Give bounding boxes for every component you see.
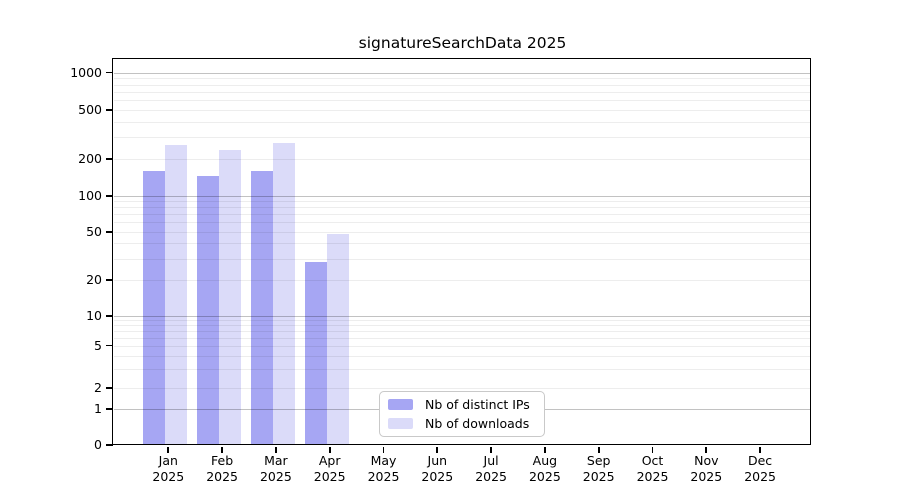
y-tick-label: 2 (94, 380, 102, 395)
y-tick-mark (105, 279, 113, 281)
y-tick-label: 100 (78, 187, 102, 203)
y-tick-label: 5 (94, 337, 102, 353)
x-tick-mark (705, 446, 708, 454)
bar-jan-series2 (165, 144, 188, 445)
y-tick-mark (105, 230, 113, 233)
x-tick-mark (759, 446, 761, 454)
gridline-minor (114, 91, 811, 93)
x-tick-label: Oct 2025 (636, 453, 669, 484)
y-tick-label: 200 (78, 151, 102, 166)
y-tick-mark (105, 408, 113, 410)
y-tick-label: 1000 (70, 64, 102, 80)
bar-apr-series2 (326, 233, 349, 445)
legend-entry-2: Nb of downloads (388, 416, 536, 431)
y-tick-label: 10 (86, 308, 102, 323)
x-tick-label: Jan 2025 (152, 453, 185, 484)
y-tick-label: 50 (86, 223, 102, 239)
x-tick-mark (167, 446, 170, 454)
legend-entry-1: Nb of distinct IPs (388, 397, 536, 412)
x-tick-label: Mar 2025 (259, 453, 292, 484)
y-tick-label: 0 (94, 437, 102, 452)
y-tick-label: 20 (86, 272, 102, 287)
legend-swatch-icon (388, 418, 413, 429)
x-tick-mark (382, 446, 385, 454)
x-tick-mark (651, 446, 654, 454)
y-tick-mark (105, 158, 113, 160)
y-tick-label: 500 (78, 102, 102, 117)
gridline-minor (114, 100, 811, 102)
x-tick-label: Sep 2025 (582, 453, 615, 484)
gridline-minor (114, 121, 811, 123)
bar-apr-series1 (304, 262, 327, 445)
x-tick-label: Jul 2025 (475, 453, 507, 484)
legend-label: Nb of distinct IPs (425, 397, 530, 412)
x-tick-label: Dec 2025 (744, 453, 776, 484)
bar-jan-series1 (143, 170, 166, 445)
legend: Nb of distinct IPs Nb of downloads (379, 391, 545, 437)
x-tick-label: May 2025 (367, 453, 400, 484)
gridline-minor (114, 84, 811, 86)
y-tick-mark (105, 444, 113, 446)
y-tick-mark (105, 315, 113, 317)
x-tick-mark (597, 446, 600, 454)
x-tick-mark (221, 446, 223, 454)
legend-swatch-icon (388, 399, 413, 410)
bar-mar-series2 (272, 142, 295, 445)
x-tick-mark (275, 446, 277, 454)
bar-feb-series2 (219, 150, 242, 445)
x-tick-label: Aug 2025 (528, 453, 561, 484)
y-tick-mark (105, 344, 113, 347)
x-tick-label: Jun 2025 (421, 453, 454, 484)
gridline-major (114, 72, 811, 74)
y-tick-mark (105, 194, 113, 197)
x-tick-label: Nov 2025 (690, 453, 723, 484)
chart-title: signatureSearchData 2025 (358, 34, 567, 52)
y-tick-label: 1 (94, 401, 102, 416)
gridline-minor (114, 110, 811, 111)
gridline-minor (114, 78, 811, 80)
x-tick-mark (328, 446, 331, 454)
bar-feb-series1 (197, 176, 220, 445)
legend-label: Nb of downloads (425, 416, 530, 431)
x-tick-label: Apr 2025 (313, 453, 346, 484)
x-tick-mark (490, 446, 492, 454)
bar-mar-series1 (250, 170, 273, 445)
x-tick-mark (436, 446, 439, 454)
y-tick-mark (105, 387, 113, 389)
x-tick-mark (544, 446, 546, 454)
y-tick-mark (105, 109, 113, 111)
y-tick-mark (105, 71, 113, 74)
x-tick-label: Feb 2025 (206, 453, 238, 484)
gridline-minor (114, 137, 811, 139)
